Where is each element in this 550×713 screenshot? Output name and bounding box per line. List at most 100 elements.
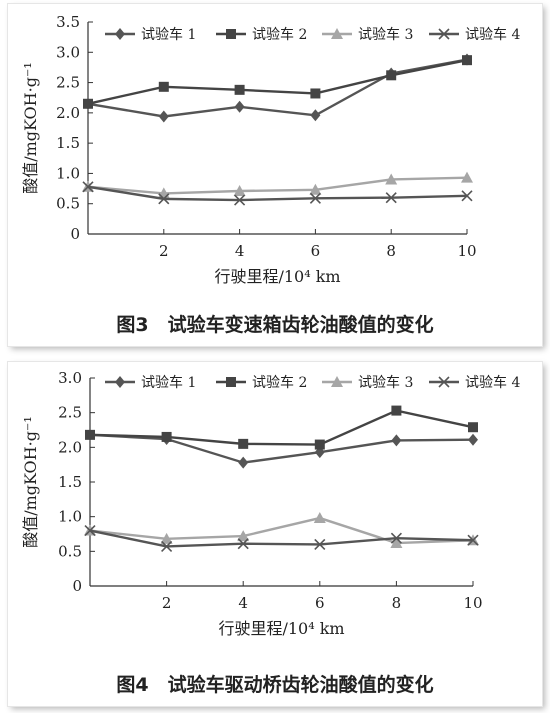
data-point: [234, 100, 245, 113]
legend-marker: [226, 377, 236, 387]
series-2: [83, 55, 472, 109]
legend-item-4: 试验车 4: [429, 374, 520, 391]
data-point: [310, 109, 321, 122]
legend-label: 试验车 4: [465, 374, 520, 391]
data-point: [385, 173, 398, 185]
chart-1-plot: 0 0.5 1.0 1.5 2.0 2.5 3.0 3.5 2 4 6 8 10 行驶里程/10⁴ km 酸…: [21, 13, 520, 286]
data-point: [391, 434, 402, 447]
y-tick-label: 1.5: [56, 134, 80, 152]
chart-2-plot: 0 0.5 1.0 1.5 2.0 2.5 3.0 2 4 6 8 10 行驶里程/10⁴ km 酸值/m…: [21, 369, 520, 638]
data-point: [468, 422, 478, 433]
x-tick-label: 6: [315, 594, 325, 612]
chart-panel-1: 0 0.5 1.0 1.5 2.0 2.5 3.0 3.5 2 4 6 8 10 行驶里程/10⁴ km 酸…: [8, 4, 542, 346]
legend-marker: [438, 376, 450, 388]
data-point: [158, 193, 170, 205]
data-point: [85, 429, 95, 440]
x-tick-label: 10: [457, 242, 476, 260]
x-tick-label: 6: [311, 242, 321, 260]
data-point: [234, 84, 245, 95]
chart-1-title: 图3 试验车变速箱齿轮油酸值的变化: [116, 314, 434, 336]
series-line: [87, 176, 468, 195]
data-point: [386, 70, 397, 81]
y-tick-label: 2.5: [56, 74, 80, 92]
y-tick-label: 1.5: [58, 473, 82, 491]
y-tick-label: 1.0: [56, 164, 80, 182]
chart-2-title: 图4 试验车驱动桥齿轮油酸值的变化: [116, 674, 434, 696]
data-point: [314, 538, 326, 550]
y-tick-label: 3.0: [58, 369, 82, 387]
data-point: [309, 192, 321, 204]
legend-label: 试验车 3: [358, 26, 413, 43]
data-point: [233, 184, 246, 196]
data-point: [390, 537, 403, 549]
data-point: [237, 538, 249, 550]
data-point: [82, 181, 94, 193]
y-tick-label: 0.5: [56, 195, 80, 213]
x-tick-label: 8: [392, 594, 402, 612]
y-tick-label: 0: [70, 225, 80, 243]
series-line: [89, 433, 474, 464]
legend: 试验车 1 试验车 2 试验车 3 试验车 4: [105, 374, 520, 391]
series-line: [89, 529, 474, 548]
series-1: [83, 53, 472, 123]
legend-item-3: 试验车 3: [322, 374, 413, 391]
series-4: [82, 181, 473, 206]
data-point: [238, 456, 249, 469]
data-point: [467, 534, 479, 546]
legend-label: 试验车 1: [141, 374, 196, 391]
data-point: [234, 194, 246, 206]
y-tick-label: 2.0: [58, 438, 82, 456]
legend-label: 试验车 2: [252, 374, 307, 391]
data-point: [314, 439, 325, 450]
legend: 试验车 1 试验车 2 试验车 3 试验车 4: [105, 26, 520, 43]
y-tick-label: 0.5: [58, 542, 82, 560]
data-point: [462, 55, 472, 66]
data-point: [84, 524, 96, 537]
data-point: [385, 192, 397, 204]
data-point: [161, 540, 173, 553]
y-tick-label: 1.0: [58, 508, 82, 526]
legend-marker: [115, 376, 125, 388]
legend-item-1: 试验车 1: [105, 26, 196, 43]
x-axis-label: 行驶里程/10⁴ km: [214, 267, 340, 286]
data-point: [313, 512, 326, 524]
y-tick-label: 0: [72, 577, 82, 595]
legend-marker: [226, 29, 236, 39]
x-tick-label: 2: [162, 594, 172, 612]
data-point: [83, 98, 93, 109]
series-line: [89, 409, 474, 446]
series-4: [84, 524, 479, 553]
legend-marker: [331, 28, 343, 39]
series-line: [87, 185, 468, 202]
data-point: [461, 171, 473, 183]
data-point: [160, 532, 173, 544]
legend-label: 试验车 3: [358, 374, 413, 391]
y-tick-label: 3.0: [56, 43, 80, 61]
legend-item-1: 试验车 1: [105, 374, 196, 391]
data-point: [310, 88, 321, 99]
y-tick-label: 2.0: [56, 104, 80, 122]
legend-label: 试验车 4: [465, 26, 520, 43]
series-2: [85, 405, 478, 450]
y-axis-label: 酸值/mgKOH·g⁻¹: [21, 416, 40, 548]
legend-item-2: 试验车 2: [216, 26, 307, 43]
series-line: [87, 58, 468, 105]
chart-panel-2: 0 0.5 1.0 1.5 2.0 2.5 3.0 2 4 6 8 10 行驶里程/10⁴ km 酸值/m…: [8, 362, 542, 706]
series-line: [89, 516, 474, 545]
y-tick-label: 2.5: [58, 404, 82, 422]
data-point: [461, 190, 473, 202]
data-point: [468, 433, 478, 446]
x-axis-label: 行驶里程/10⁴ km: [218, 619, 344, 638]
data-point: [309, 183, 322, 195]
legend-item-4: 试验车 4: [429, 26, 520, 43]
data-point: [158, 110, 169, 123]
legend-marker: [331, 376, 343, 387]
legend-label: 试验车 1: [141, 26, 196, 43]
legend-item-3: 试验车 3: [322, 26, 413, 43]
data-point: [161, 431, 172, 442]
y-axis-label: 酸值/mgKOH·g⁻¹: [21, 62, 40, 194]
series-1: [85, 428, 478, 469]
x-tick-label: 2: [159, 242, 169, 260]
data-point: [391, 405, 402, 416]
x-tick-label: 4: [238, 594, 248, 612]
